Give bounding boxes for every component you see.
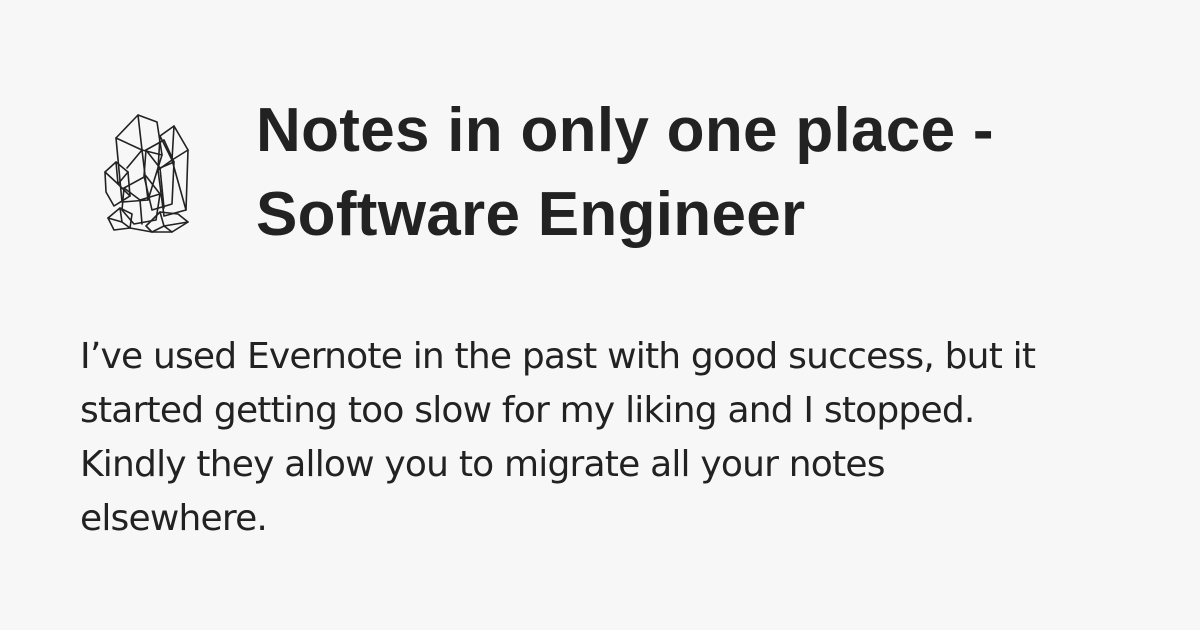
excerpt-line-2: started getting too slow for my liking a… bbox=[80, 390, 975, 431]
title-line-2: Software Engineer bbox=[256, 180, 806, 249]
page-title: Notes in only one place - Software Engin… bbox=[256, 89, 1156, 257]
title-line-1: Notes in only one place - bbox=[256, 96, 994, 165]
crystal-cluster-icon bbox=[102, 110, 192, 235]
excerpt-line-3: Kindly they allow you to migrate all you… bbox=[80, 444, 885, 485]
excerpt-line-4: elsewhere. bbox=[80, 498, 268, 539]
post-excerpt: I’ve used Evernote in the past with good… bbox=[80, 330, 1140, 546]
excerpt-line-1: I’ve used Evernote in the past with good… bbox=[80, 336, 1036, 377]
